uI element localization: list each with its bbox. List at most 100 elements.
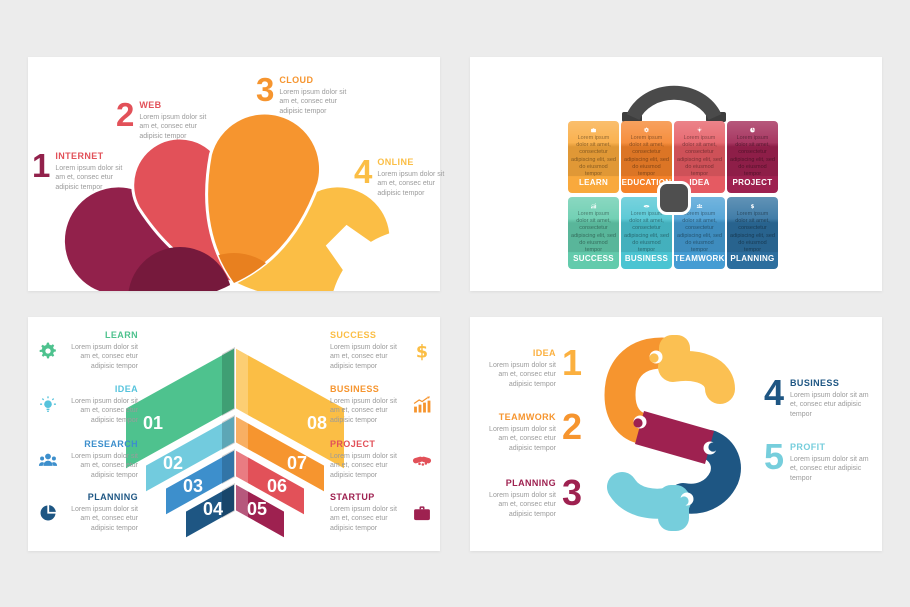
slide-card-chevron[interactable]: 01 02 03 04 08 07 06 05 LEARN Lorem ipsu… [28, 317, 440, 551]
item-number: 4 [354, 153, 373, 190]
item-body: Lorem ipsum dolor sit am et, consec etur… [489, 491, 556, 518]
item-number: 5 [764, 436, 785, 477]
cell-body: Lorem ipsum dolor sit amet, consectetur … [677, 135, 722, 177]
item-label: BUSINESS [330, 384, 380, 394]
chevron-arrow-graphic: 01 02 03 04 08 07 06 05 [124, 346, 346, 540]
cell-body: Lorem ipsum dolor sit amet, consectetur … [624, 211, 669, 253]
cell-body: Lorem ipsum dolor sit amet, consectetur … [624, 135, 669, 177]
item-label: IDEA [114, 384, 138, 394]
item-body: Lorem ipsum dolor sit am et, consec etur… [71, 343, 138, 370]
item-label: SUCCESS [330, 330, 377, 340]
briefcase-handle [626, 85, 722, 121]
slide-card-cloud[interactable]: 1 INTERNET Lorem ipsum dolor sit am et, … [28, 57, 444, 291]
dollar-puzzle-graphic [604, 335, 741, 531]
band-number-07: 07 [287, 453, 307, 473]
item-label: ONLINE [377, 157, 414, 167]
item-body: Lorem ipsum dolor sit am et, consec etur… [790, 391, 869, 418]
cell-body: Lorem ipsum dolor sit amet, consectetur … [571, 211, 616, 253]
item-label: PLANNING [87, 492, 138, 502]
band-number-08: 08 [307, 413, 327, 433]
dollar-item-teamwork: TEAMWORK Lorem ipsum dolor sit am et, co… [478, 406, 582, 453]
briefcase-cell-planning: Lorem ipsum dolor sit amet, consectetur … [727, 197, 778, 269]
item-body: Lorem ipsum dolor sit am et, consec etur… [139, 113, 207, 140]
chevron-item-learn: LEARN Lorem ipsum dolor sit am et, conse… [38, 330, 138, 371]
item-body: Lorem ipsum dolor sit am et, consec etur… [330, 343, 397, 370]
chevron-item-startup: STARTUP Lorem ipsum dolor sit am et, con… [330, 492, 432, 533]
band-number-06: 06 [267, 476, 287, 496]
puzzle-piece-profit [607, 472, 691, 531]
item-label: PROFIT [790, 442, 826, 452]
item-body: Lorem ipsum dolor sit am et, consec etur… [330, 505, 397, 532]
item-number: 3 [561, 472, 582, 513]
briefcase-cell-project: Lorem ipsum dolor sit amet, consectetur … [727, 121, 778, 193]
lightbulb-icon [38, 395, 58, 415]
cloud-item-internet: 1 INTERNET Lorem ipsum dolor sit am et, … [32, 149, 132, 192]
briefcase-cell-business: Lorem ipsum dolor sit amet, consectetur … [621, 197, 672, 269]
cloud-item-cloud: 3 CLOUD Lorem ipsum dolor sit am et, con… [256, 71, 356, 116]
item-label: PROJECT [330, 439, 376, 449]
slide-card-dollar[interactable]: IDEA Lorem ipsum dolor sit am et, consec… [470, 317, 882, 551]
item-label: IDEA [532, 348, 556, 358]
item-body: Lorem ipsum dolor sit am et, consec etur… [489, 361, 556, 388]
item-label: STARTUP [330, 492, 375, 502]
band-number-02: 02 [163, 453, 183, 473]
briefcase-icon [412, 503, 432, 523]
briefcase-handle-graphic [622, 85, 726, 122]
cell-label: PLANNING [730, 254, 775, 263]
item-label: TEAMWORK [498, 412, 556, 422]
item-body: Lorem ipsum dolor sit am et, consec etur… [55, 164, 123, 191]
item-body: Lorem ipsum dolor sit am et, consec etur… [71, 397, 138, 424]
item-number: 4 [764, 372, 785, 413]
dollar-icon [412, 341, 432, 361]
chevron-item-idea: IDEA Lorem ipsum dolor sit am et, consec… [38, 384, 138, 425]
item-label: INTERNET [55, 151, 104, 161]
cloud-item-web: 2 WEB Lorem ipsum dolor sit am et, conse… [116, 98, 216, 141]
cell-label: SUCCESS [573, 254, 614, 263]
dollar-item-planning: PLANNING Lorem ipsum dolor sit am et, co… [478, 472, 582, 519]
handshake-icon [412, 450, 432, 470]
dollar-item-profit: 5 PROFIT Lorem ipsum dolor sit am et, co… [764, 436, 876, 483]
item-number: 1 [561, 342, 582, 383]
band-number-01: 01 [143, 413, 163, 433]
bar-chart-icon [412, 395, 432, 415]
item-body: Lorem ipsum dolor sit am et, consec etur… [279, 88, 347, 115]
band-06 [234, 448, 306, 517]
briefcase-cell-success: Lorem ipsum dolor sit amet, consectetur … [568, 197, 619, 269]
item-label: RESEARCH [84, 439, 138, 449]
cell-label: EDUCATION [621, 178, 672, 187]
band-number-03: 03 [183, 476, 203, 496]
band-05 [234, 482, 286, 540]
item-body: Lorem ipsum dolor sit am et, consec etur… [377, 170, 445, 197]
item-label: PLANNING [505, 478, 556, 488]
chevron-item-planning: PLANNING Lorem ipsum dolor sit am et, co… [38, 492, 138, 533]
gear-icon [38, 341, 58, 361]
cloud-petals-graphic [61, 111, 440, 291]
item-number: 2 [561, 406, 582, 447]
puzzle-piece-idea [658, 335, 735, 404]
puzzle-piece-business [668, 430, 741, 514]
item-body: Lorem ipsum dolor sit am et, consec etur… [71, 452, 138, 479]
petal-cloud [205, 111, 322, 285]
item-label: BUSINESS [790, 378, 840, 388]
band-number-05: 05 [247, 499, 267, 519]
chevron-item-project: PROJECT Lorem ipsum dolor sit am et, con… [330, 439, 432, 480]
cell-label: LEARN [578, 178, 609, 187]
chevron-item-research: RESEARCH Lorem ipsum dolor sit am et, co… [38, 439, 138, 480]
cell-body: Lorem ipsum dolor sit amet, consectetur … [571, 135, 616, 177]
cell-body: Lorem ipsum dolor sit amet, consectetur … [677, 211, 722, 253]
pie-chart-icon [38, 503, 58, 523]
band-number-04: 04 [203, 499, 223, 519]
cell-body: Lorem ipsum dolor sit amet, consectetur … [730, 135, 775, 177]
briefcase-clasp [657, 181, 691, 215]
cell-label: BUSINESS [624, 254, 669, 263]
cell-label: IDEA [689, 178, 710, 187]
item-body: Lorem ipsum dolor sit am et, consec etur… [790, 455, 869, 482]
dollar-item-idea: IDEA Lorem ipsum dolor sit am et, consec… [478, 342, 582, 389]
cloud-item-online: 4 ONLINE Lorem ipsum dolor sit am et, co… [354, 153, 454, 198]
item-body: Lorem ipsum dolor sit am et, consec etur… [489, 425, 556, 452]
slide-card-briefcase[interactable]: Lorem ipsum dolor sit amet, consectetur … [470, 57, 882, 291]
item-label: WEB [139, 100, 162, 110]
item-label: LEARN [105, 330, 138, 340]
puzzle-piece-planning [635, 411, 714, 464]
item-number: 3 [256, 71, 275, 108]
